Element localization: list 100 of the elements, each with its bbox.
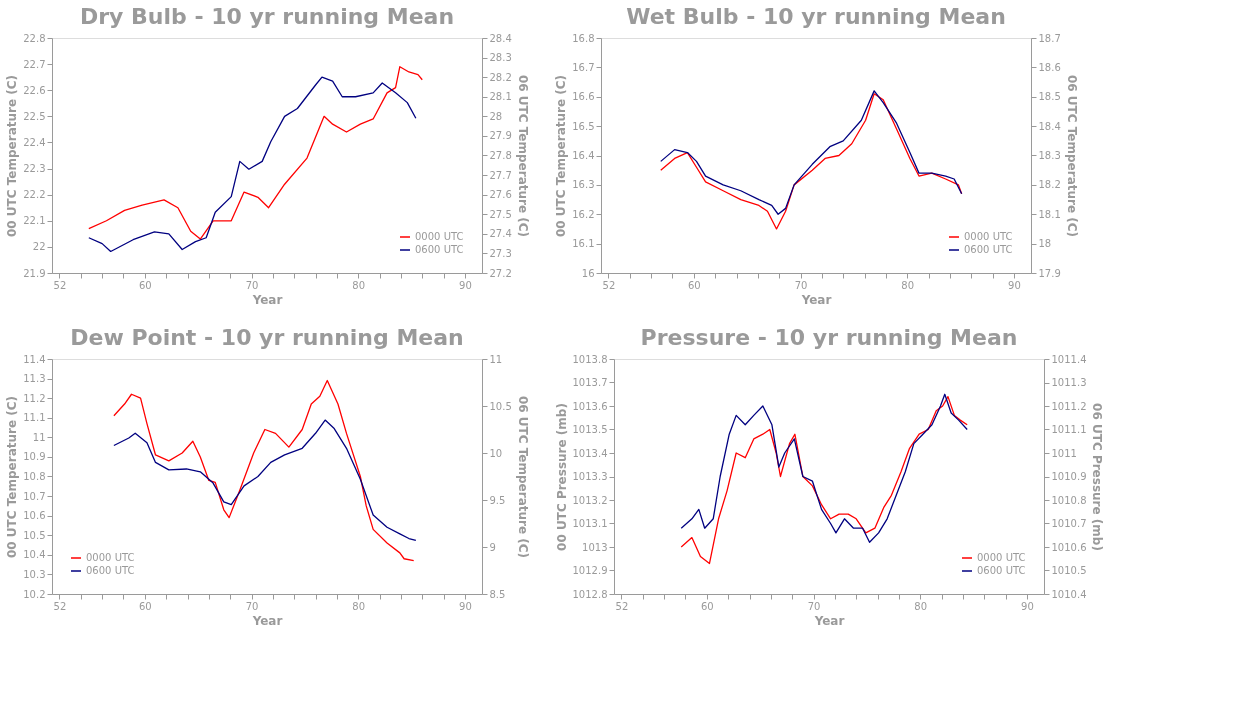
y2-tick-label: 18.6 — [1038, 61, 1061, 73]
x-axis-title: Year — [251, 292, 283, 307]
x-tick-label: 80 — [914, 600, 928, 612]
y2-tick-label: 1011.3 — [1051, 377, 1087, 388]
y-tick-label: 11 — [32, 431, 46, 443]
y-tick-label: 11.2 — [23, 392, 46, 404]
y2-tick-label: 18.2 — [1038, 179, 1061, 191]
y-tick-label: 16.7 — [572, 61, 595, 73]
y2-tick-label: 28 — [489, 110, 503, 122]
y-tick-label: 22.1 — [23, 215, 46, 227]
y-tick-label: 22.4 — [23, 136, 46, 148]
y2-tick-label: 17.9 — [1038, 267, 1061, 279]
y2-tick-label: 27.6 — [489, 189, 512, 201]
y-tick-label: 1013.6 — [572, 400, 608, 412]
y-tick-label: 10.6 — [23, 510, 46, 522]
x-axis-title: Year — [813, 613, 845, 628]
y2-tick-label: 18 — [1038, 238, 1052, 250]
y-tick-label: 22.7 — [23, 58, 46, 70]
y-tick-label: 16.8 — [572, 32, 595, 44]
y-tick-label: 16.4 — [572, 150, 595, 161]
legend-label: 0000 UTC — [977, 552, 1026, 563]
y2-tick-label: 27.9 — [489, 130, 512, 142]
x-tick-label: 52 — [53, 600, 67, 612]
y2-tick-label: 10.5 — [489, 400, 512, 412]
y-tick-label: 1013.2 — [572, 494, 608, 506]
y-tick-label: 10.8 — [23, 471, 46, 482]
y-tick-label: 11.1 — [23, 412, 46, 424]
y-tick-label: 1013 — [582, 541, 608, 553]
y2-tick-label: 1010.9 — [1051, 471, 1087, 482]
line-series — [113, 379, 415, 562]
legend-label: 0000 UTC — [86, 552, 135, 563]
y-tick-label: 22.6 — [23, 84, 46, 96]
x-tick-label: 70 — [807, 600, 821, 612]
y-tick-label: 10.9 — [23, 451, 46, 463]
x-tick-label: 70 — [245, 279, 259, 291]
x-tick-label: 90 — [459, 600, 472, 612]
y2-tick-label: 1011.4 — [1051, 353, 1087, 365]
x-tick-label: 90 — [1008, 279, 1021, 291]
y-tick-label: 10.4 — [23, 549, 46, 561]
y-tick-label: 1013.5 — [572, 424, 608, 435]
y2-tick-label: 18.1 — [1038, 208, 1061, 220]
legend-label: 0600 UTC — [86, 565, 135, 576]
y2-tick-label: 9 — [489, 541, 496, 553]
y2-tick-label: 18.5 — [1038, 91, 1061, 103]
y-tick-label: 1013.8 — [572, 353, 608, 365]
y-tick-label: 16.2 — [572, 208, 595, 220]
y-tick-label: 22.2 — [23, 189, 46, 201]
y-tick-label: 22.5 — [23, 110, 46, 122]
y2-tick-label: 1010.7 — [1051, 518, 1087, 529]
y2-tick-label: 28.1 — [489, 91, 512, 103]
y2-tick-label: 18.7 — [1038, 32, 1061, 44]
y-tick-label: 10.3 — [23, 568, 46, 580]
x-tick-label: 70 — [794, 279, 808, 291]
y2-tick-label: 1010.4 — [1051, 588, 1087, 600]
y2-tick-label: 1010.8 — [1051, 494, 1087, 506]
x-tick-label: 80 — [352, 600, 366, 612]
y2-tick-label: 18.4 — [1038, 120, 1061, 132]
legend-label: 0600 UTC — [964, 244, 1013, 255]
x-tick-label: 70 — [245, 600, 259, 612]
y2-axis-title: 06 UTC Temperature (C) — [515, 395, 530, 559]
y2-tick-label: 1011 — [1051, 447, 1077, 459]
y2-tick-label: 27.5 — [489, 208, 512, 220]
y-tick-label: 21.9 — [23, 267, 46, 279]
y-tick-label: 10.7 — [23, 490, 46, 502]
legend-label: 0000 UTC — [415, 231, 464, 242]
y-tick-label: 16 — [581, 267, 595, 279]
chart-title: Pressure - 10 yr running Mean — [640, 325, 1018, 350]
y2-axis-title: 06 UTC Pressure (mb) — [1090, 403, 1105, 551]
y2-axis-title: 06 UTC Temperature (C) — [515, 74, 530, 238]
y-tick-label: 16.6 — [572, 91, 595, 103]
y-tick-label: 1013.3 — [572, 471, 608, 482]
chart-title: Dew Point - 10 yr running Mean — [70, 325, 464, 350]
y2-tick-label: 1011.1 — [1051, 424, 1087, 435]
y2-tick-label: 27.8 — [489, 150, 512, 161]
y-tick-label: 10.2 — [23, 588, 46, 600]
x-axis-title: Year — [800, 292, 832, 307]
y-axis-title: 00 UTC Temperature (C) — [5, 395, 20, 559]
x-tick-label: 60 — [700, 600, 714, 612]
y-tick-label: 16.3 — [572, 179, 595, 191]
y2-tick-label: 1010.5 — [1051, 565, 1087, 576]
x-tick-label: 52 — [602, 279, 616, 291]
y2-tick-label: 27.2 — [489, 267, 512, 279]
x-tick-label: 60 — [687, 279, 701, 291]
y2-tick-label: 28.2 — [489, 71, 512, 83]
y-tick-label: 16.1 — [572, 238, 595, 250]
x-axis-title: Year — [251, 613, 283, 628]
legend-label: 0600 UTC — [977, 565, 1026, 576]
y2-tick-label: 8.5 — [489, 588, 506, 600]
x-tick-label: 52 — [53, 279, 67, 291]
x-tick-label: 60 — [138, 279, 152, 291]
y-tick-label: 10.5 — [23, 529, 46, 541]
x-tick-label: 52 — [615, 600, 629, 612]
y2-tick-label: 1010.6 — [1051, 541, 1087, 553]
y-tick-label: 1013.7 — [572, 377, 608, 388]
y-tick-label: 22.8 — [23, 32, 46, 44]
y-tick-label: 22 — [32, 241, 46, 253]
y2-tick-label: 18.3 — [1038, 150, 1061, 161]
y-tick-label: 16.5 — [572, 120, 595, 132]
y-axis-title: 00 UTC Temperature (C) — [5, 74, 20, 238]
y2-tick-label: 11 — [489, 353, 503, 365]
